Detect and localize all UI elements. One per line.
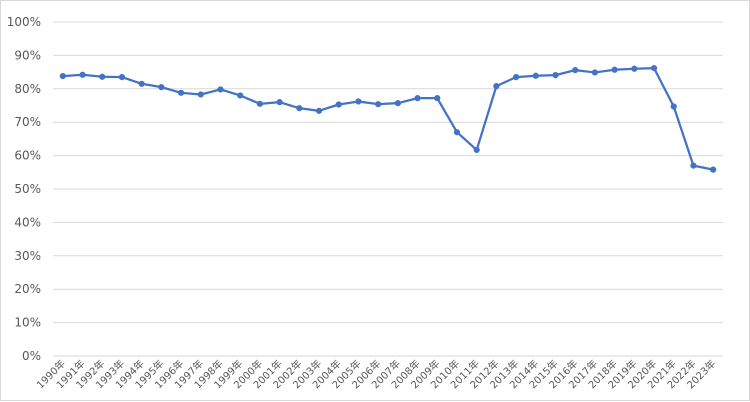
y-tick-label: 40%	[14, 215, 41, 229]
y-tick-label: 100%	[7, 15, 41, 29]
data-point	[552, 72, 559, 79]
data-point	[434, 95, 441, 102]
data-point	[375, 101, 382, 108]
data-point	[79, 71, 86, 78]
data-point	[690, 162, 697, 169]
data-point	[118, 74, 126, 81]
data-point	[473, 146, 480, 154]
data-point	[710, 166, 717, 173]
y-tick-label: 50%	[14, 182, 41, 196]
data-point	[532, 72, 539, 79]
data-point	[138, 80, 145, 87]
data-point	[591, 69, 599, 76]
data-point	[335, 101, 342, 108]
series-line	[62, 66, 714, 171]
data-point	[453, 129, 461, 136]
data-point	[670, 103, 677, 110]
y-tick-label: 10%	[14, 316, 41, 330]
data-point	[217, 86, 224, 93]
data-point	[59, 73, 66, 80]
y-tick-label: 80%	[14, 82, 41, 96]
data-point	[572, 66, 579, 74]
data-point	[296, 105, 303, 112]
data-point	[631, 65, 638, 72]
y-tick-label: 60%	[14, 149, 41, 163]
data-point	[650, 64, 658, 72]
y-tick-label: 0%	[22, 349, 41, 363]
data-point	[256, 100, 264, 107]
y-tick-label: 90%	[14, 48, 41, 62]
data-point	[493, 83, 500, 90]
data-point	[611, 66, 618, 73]
data-point	[355, 98, 362, 105]
data-point	[99, 73, 106, 80]
data-point	[512, 74, 520, 81]
data-point	[276, 99, 283, 106]
data-point	[237, 92, 244, 99]
y-axis-tick-labels: 0% 10% 20% 30% 40% 50% 60% 70% 80% 90% 100%	[7, 15, 41, 363]
data-point	[315, 107, 323, 114]
data-point	[394, 100, 401, 107]
x-axis-tick-labels: 1990年1991年1992年1993年1994年1995年1996年1997年…	[34, 357, 719, 391]
y-tick-label: 70%	[14, 115, 41, 129]
y-tick-label: 30%	[14, 249, 41, 263]
gridlines	[53, 21, 723, 357]
data-point	[158, 84, 165, 91]
y-tick-label: 20%	[14, 282, 41, 296]
series-1	[59, 64, 717, 173]
data-point	[197, 91, 204, 98]
data-point	[177, 89, 185, 96]
data-point	[414, 95, 421, 102]
